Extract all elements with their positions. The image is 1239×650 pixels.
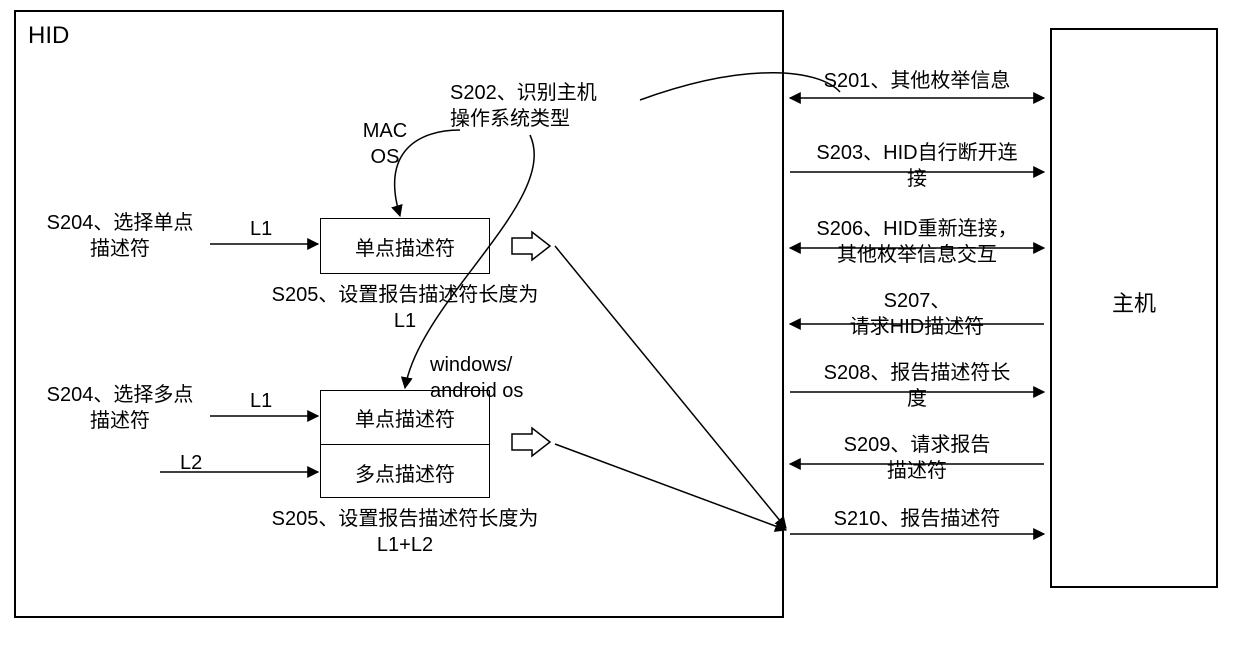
- msg-s201: S201、其他枚举信息: [790, 68, 1044, 94]
- hid-label: HID: [28, 20, 69, 51]
- mac-os-label: MAC OS: [350, 118, 420, 170]
- s204-bottom-label: S204、选择多点 描述符: [30, 382, 210, 434]
- single-descriptor-box: 单点描述符: [320, 218, 490, 274]
- l1-top: L1: [250, 216, 272, 242]
- s205-top-label: S205、设置报告描述符长度为 L1: [220, 282, 590, 334]
- l2-label: L2: [180, 450, 202, 476]
- msg-s207: S207、 请求HID描述符: [790, 288, 1044, 340]
- l1-bottom: L1: [250, 388, 272, 414]
- host-label: 主机: [1050, 290, 1218, 319]
- multi-box-top-label: 单点描述符: [355, 403, 455, 432]
- s205-bottom-label: S205、设置报告描述符长度为 L1+L2: [200, 506, 610, 558]
- msg-s206: S206、HID重新连接， 其他枚举信息交互: [790, 216, 1044, 268]
- single-descriptor-label: 单点描述符: [355, 232, 455, 261]
- msg-s203: S203、HID自行断开连 接: [790, 140, 1044, 192]
- multi-descriptor-box: 单点描述符 多点描述符: [320, 390, 490, 498]
- msg-s209: S209、请求报告 描述符: [790, 432, 1044, 484]
- msg-s208: S208、报告描述符长 度: [790, 360, 1044, 412]
- msg-s210: S210、报告描述符: [790, 506, 1044, 532]
- s204-top-label: S204、选择单点 描述符: [30, 210, 210, 262]
- win-android-label: windows/ android os: [430, 352, 550, 404]
- multi-box-bottom-label: 多点描述符: [355, 458, 455, 487]
- s202-label: S202、识别主机 操作系统类型: [450, 80, 650, 132]
